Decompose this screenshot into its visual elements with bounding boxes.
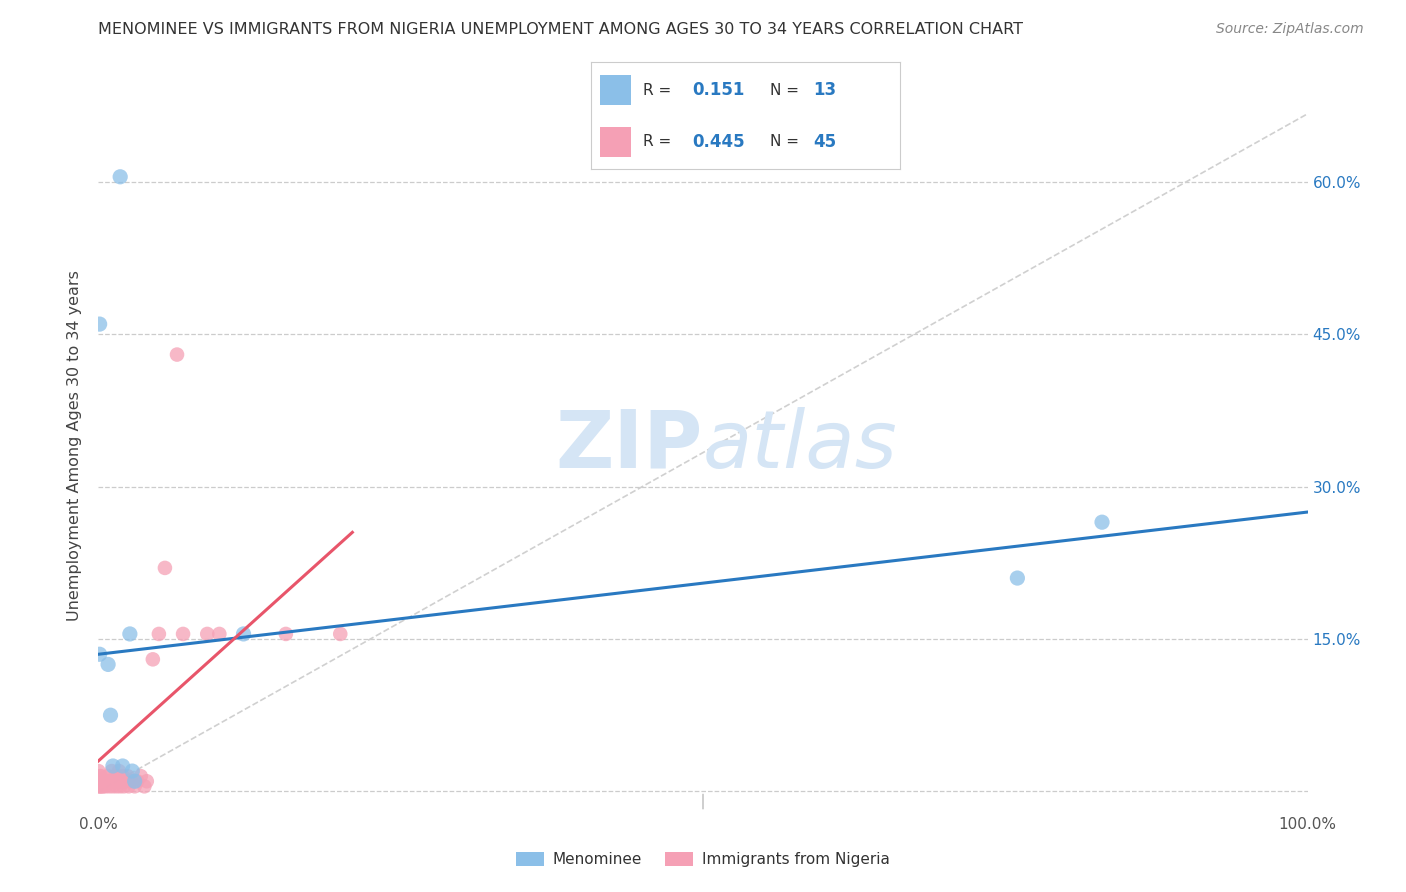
Bar xyxy=(600,75,631,105)
Point xyxy=(134,780,156,794)
Text: atlas: atlas xyxy=(703,407,898,485)
Point xyxy=(153,561,176,575)
Point xyxy=(114,774,136,789)
Text: N =: N = xyxy=(770,83,799,98)
Point xyxy=(105,780,128,794)
Text: R =: R = xyxy=(643,134,671,149)
Point xyxy=(89,769,111,783)
Point xyxy=(142,652,165,666)
Point xyxy=(87,774,110,789)
Point xyxy=(124,774,146,789)
Text: Source: ZipAtlas.com: Source: ZipAtlas.com xyxy=(1216,22,1364,37)
Point xyxy=(100,764,122,778)
Point xyxy=(104,769,127,783)
Point xyxy=(91,780,114,794)
Point xyxy=(112,780,135,794)
Point xyxy=(93,774,115,789)
Point xyxy=(166,348,188,362)
Point xyxy=(117,769,139,783)
Point xyxy=(101,780,124,794)
Point xyxy=(94,780,117,794)
Point xyxy=(135,774,157,789)
Point xyxy=(98,780,121,794)
Point xyxy=(97,657,120,672)
Point xyxy=(195,627,218,641)
Point xyxy=(129,769,152,783)
Point xyxy=(87,764,110,778)
Point xyxy=(110,774,132,789)
Point xyxy=(87,780,110,794)
Bar xyxy=(600,127,631,157)
Y-axis label: Unemployment Among Ages 30 to 34 years: Unemployment Among Ages 30 to 34 years xyxy=(67,270,83,622)
Point xyxy=(111,769,134,783)
Point xyxy=(100,774,122,789)
Point xyxy=(124,780,146,794)
Point xyxy=(121,764,143,778)
Point xyxy=(89,780,111,794)
Point xyxy=(91,780,114,794)
Text: R =: R = xyxy=(643,83,671,98)
Text: 13: 13 xyxy=(813,81,837,99)
Point xyxy=(1091,515,1114,529)
Point xyxy=(90,769,112,783)
Point xyxy=(100,708,122,723)
Point xyxy=(108,780,131,794)
Text: 0.151: 0.151 xyxy=(693,81,745,99)
Point xyxy=(118,627,141,641)
Point xyxy=(111,759,134,773)
Point xyxy=(101,759,124,773)
Point xyxy=(172,627,194,641)
Point xyxy=(91,772,114,787)
Point xyxy=(120,774,142,789)
Point xyxy=(107,769,129,783)
Point xyxy=(127,774,149,789)
Point xyxy=(97,769,120,783)
Point xyxy=(96,774,118,789)
Point xyxy=(208,627,231,641)
Point xyxy=(89,647,111,661)
Point xyxy=(89,317,111,331)
Text: 0.445: 0.445 xyxy=(693,133,745,151)
Point xyxy=(118,780,141,794)
Text: MENOMINEE VS IMMIGRANTS FROM NIGERIA UNEMPLOYMENT AMONG AGES 30 TO 34 YEARS CORR: MENOMINEE VS IMMIGRANTS FROM NIGERIA UNE… xyxy=(98,22,1024,37)
Point xyxy=(148,627,170,641)
Legend: Menominee, Immigrants from Nigeria: Menominee, Immigrants from Nigeria xyxy=(510,847,896,873)
Text: ZIP: ZIP xyxy=(555,407,703,485)
Point xyxy=(103,774,125,789)
Text: N =: N = xyxy=(770,134,799,149)
Text: 45: 45 xyxy=(813,133,837,151)
Point xyxy=(274,627,297,641)
Point xyxy=(108,169,131,184)
Point xyxy=(1007,571,1029,585)
Point xyxy=(329,627,352,641)
Point xyxy=(90,780,112,794)
Point xyxy=(232,627,254,641)
Point xyxy=(108,764,131,778)
